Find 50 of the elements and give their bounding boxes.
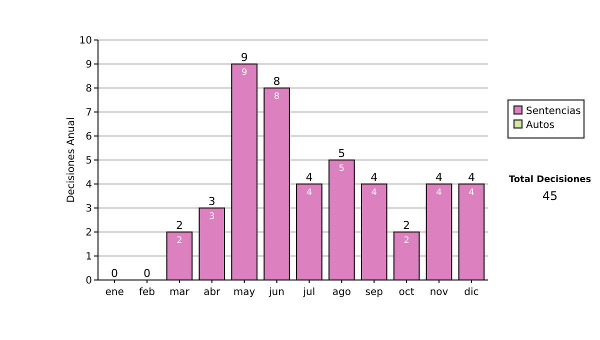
y-tick-label: 8: [86, 84, 92, 94]
total-label: 0: [111, 267, 118, 280]
x-tick-label: abr: [204, 287, 222, 298]
x-tick-label: ene: [105, 287, 124, 298]
total-label: 0: [143, 267, 150, 280]
data-label: 2: [176, 236, 182, 246]
total-label: 2: [403, 219, 410, 232]
x-tick-label: jul: [302, 287, 316, 298]
y-tick-label: 3: [86, 204, 92, 214]
total-label: 4: [436, 171, 443, 184]
x-tick-label: nov: [430, 287, 448, 298]
y-tick-label: 6: [86, 132, 92, 142]
data-label: 4: [371, 188, 378, 198]
data-label: 4: [306, 188, 312, 198]
data-label: 8: [274, 92, 280, 102]
y-tick-label: 4: [86, 180, 92, 190]
text: Total Decisiones: [508, 175, 592, 185]
total-label: 9: [240, 51, 248, 64]
data-label: 4: [436, 188, 442, 198]
legend-label: Autos: [526, 120, 554, 131]
y-tick-label: 7: [86, 108, 92, 118]
x-tick-label: dic: [464, 287, 479, 298]
data-label: 2: [404, 236, 410, 246]
x-tick-label: oct: [398, 287, 414, 298]
x-tick-label: sep: [365, 287, 383, 298]
data-label: 4: [468, 188, 475, 198]
legend-label: Sentencias: [526, 106, 581, 117]
data-label: 5: [338, 164, 345, 174]
total-label: 4: [468, 171, 475, 184]
y-tick-label: 9: [86, 60, 92, 70]
y-tick-label: 2: [86, 228, 92, 238]
y-tick-label: 0: [86, 276, 92, 286]
total-label: 4: [370, 171, 378, 184]
x-tick-label: mar: [169, 287, 190, 298]
data-label: 9: [241, 68, 248, 78]
total-label: 3: [208, 195, 216, 208]
total-label: 4: [306, 171, 313, 184]
y-tick-label: 5: [86, 156, 92, 166]
total-label: 5: [338, 147, 346, 160]
y-axis-title: Decisiones Anual: [66, 117, 77, 203]
y-tick-label: 1: [86, 252, 92, 262]
x-tick-label: ago: [332, 287, 351, 298]
x-tick-label: feb: [138, 287, 156, 298]
total-label: 2: [176, 219, 183, 232]
text: 45: [542, 189, 558, 203]
data-label: 3: [209, 212, 215, 222]
x-tick-label: may: [233, 287, 256, 298]
y-tick-label: 10: [79, 36, 92, 46]
total-label: 8: [273, 75, 280, 88]
x-tick-label: jun: [268, 287, 285, 298]
